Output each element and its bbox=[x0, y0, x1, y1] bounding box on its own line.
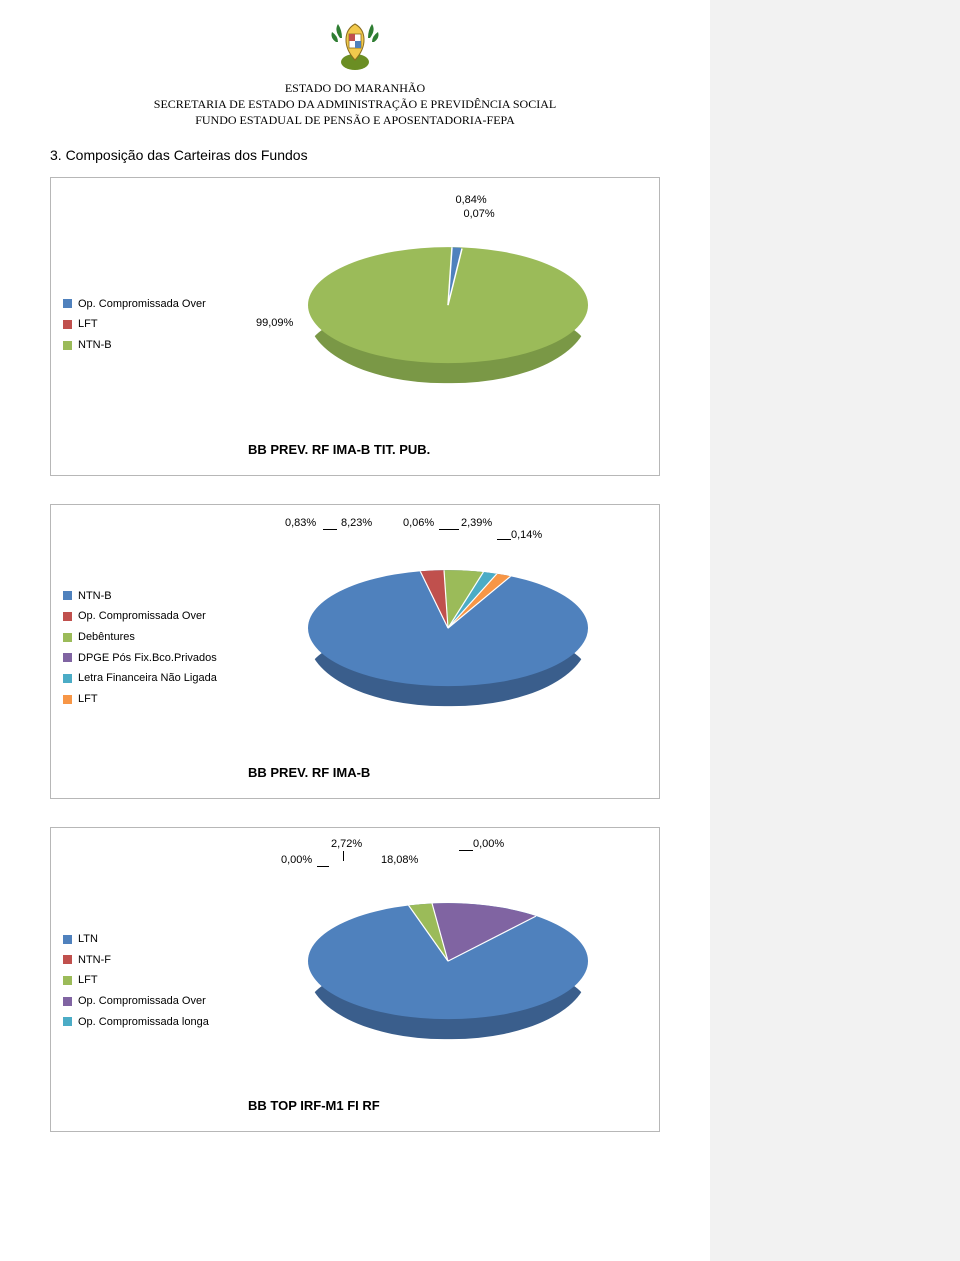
header-line: ESTADO DO MARANHÃO bbox=[50, 80, 660, 96]
legend-entry: Op. Compromissada Over bbox=[63, 607, 248, 626]
legend-entry: NTN-B bbox=[63, 336, 248, 355]
chart-panel-1: Op. Compromissada Over LFT NTN-B 0,84% 0… bbox=[50, 177, 660, 476]
data-label: 99,09% bbox=[256, 317, 293, 329]
legend-label: Op. Compromissada Over bbox=[78, 607, 206, 626]
legend-entry: LTN bbox=[63, 930, 248, 949]
legend-label: Letra Financeira Não Ligada bbox=[78, 669, 217, 688]
chart3-area: 79,21% bbox=[248, 872, 647, 1092]
legend-entry: Debêntures bbox=[63, 628, 248, 647]
legend-swatch bbox=[63, 612, 72, 621]
chart2-title: BB PREV. RF IMA-B bbox=[248, 765, 647, 780]
legend-label: LTN bbox=[78, 930, 98, 949]
legend-entry: LFT bbox=[63, 315, 248, 334]
header-line: FUNDO ESTADUAL DE PENSÃO E APOSENTADORIA… bbox=[50, 112, 660, 128]
legend-label: Op. Compromissada Over bbox=[78, 992, 206, 1011]
document-header: ESTADO DO MARANHÃO SECRETARIA DE ESTADO … bbox=[50, 80, 660, 129]
legend-swatch bbox=[63, 341, 72, 350]
legend-swatch bbox=[63, 955, 72, 964]
legend-label: LFT bbox=[78, 315, 98, 334]
legend-swatch bbox=[63, 591, 72, 600]
chart-panel-2: 0,83% 8,23% 0,06% 2,39% 0,14% NTN-B Op. … bbox=[50, 504, 660, 799]
legend-swatch bbox=[63, 653, 72, 662]
legend-entry: Letra Financeira Não Ligada bbox=[63, 669, 248, 688]
chart3-title: BB TOP IRF-M1 FI RF bbox=[248, 1098, 647, 1113]
chart1-legend: Op. Compromissada Over LFT NTN-B bbox=[63, 295, 248, 357]
legend-label: DPGE Pós Fix.Bco.Privados bbox=[78, 649, 217, 668]
legend-swatch bbox=[63, 299, 72, 308]
legend-entry: Op. Compromissada longa bbox=[63, 1013, 248, 1032]
legend-label: NTN-B bbox=[78, 587, 112, 606]
chart2-area: 88,35% bbox=[248, 539, 647, 759]
legend-entry: Op. Compromissada Over bbox=[63, 992, 248, 1011]
legend-swatch bbox=[63, 976, 72, 985]
data-label: 2,39% bbox=[461, 517, 492, 529]
data-label: 0,83% bbox=[285, 517, 316, 529]
legend-label: NTN-F bbox=[78, 951, 111, 970]
legend-label: NTN-B bbox=[78, 336, 112, 355]
data-label: 8,23% bbox=[341, 517, 372, 529]
legend-label: LFT bbox=[78, 690, 98, 709]
chart3-legend: LTN NTN-F LFT Op. Compromissada Over Op.… bbox=[63, 930, 248, 1033]
pie-chart bbox=[308, 570, 588, 706]
data-label: 0,00% bbox=[281, 854, 312, 866]
state-crest bbox=[324, 20, 386, 72]
header-line: SECRETARIA DE ESTADO DA ADMINISTRAÇÃO E … bbox=[50, 96, 660, 112]
legend-label: Op. Compromissada Over bbox=[78, 295, 206, 314]
pie-chart bbox=[308, 903, 588, 1039]
legend-swatch bbox=[63, 935, 72, 944]
page-gutter bbox=[710, 0, 960, 1261]
chart2-legend: NTN-B Op. Compromissada Over Debêntures … bbox=[63, 587, 248, 711]
legend-entry: Op. Compromissada Over bbox=[63, 295, 248, 314]
legend-swatch bbox=[63, 633, 72, 642]
data-label: 18,08% bbox=[381, 854, 418, 866]
legend-entry: NTN-F bbox=[63, 951, 248, 970]
legend-entry: LFT bbox=[63, 971, 248, 990]
page-content: ESTADO DO MARANHÃO SECRETARIA DE ESTADO … bbox=[0, 0, 710, 1200]
legend-label: Debêntures bbox=[78, 628, 135, 647]
legend-label: LFT bbox=[78, 971, 98, 990]
data-label: 0,00% bbox=[473, 838, 504, 850]
section-heading: 3. Composição das Carteiras dos Fundos bbox=[50, 147, 660, 163]
legend-entry: LFT bbox=[63, 690, 248, 709]
data-label: 2,72% bbox=[331, 838, 362, 850]
chart1-area: 0,84% 0,07% 99,09% bbox=[248, 216, 647, 436]
legend-swatch bbox=[63, 695, 72, 704]
legend-swatch bbox=[63, 674, 72, 683]
legend-swatch bbox=[63, 320, 72, 329]
chart1-title: BB PREV. RF IMA-B TIT. PUB. bbox=[248, 442, 647, 457]
legend-label: Op. Compromissada longa bbox=[78, 1013, 209, 1032]
data-label: 0,06% bbox=[403, 517, 434, 529]
data-label: 0,07% bbox=[463, 208, 494, 220]
legend-swatch bbox=[63, 997, 72, 1006]
chart-panel-3: 2,72% 0,00% 0,00% 18,08% LTN NTN-F LFT O… bbox=[50, 827, 660, 1132]
legend-entry: DPGE Pós Fix.Bco.Privados bbox=[63, 649, 248, 668]
data-label: 0,84% bbox=[455, 194, 486, 206]
legend-entry: NTN-B bbox=[63, 587, 248, 606]
legend-swatch bbox=[63, 1017, 72, 1026]
pie-chart bbox=[308, 247, 588, 383]
